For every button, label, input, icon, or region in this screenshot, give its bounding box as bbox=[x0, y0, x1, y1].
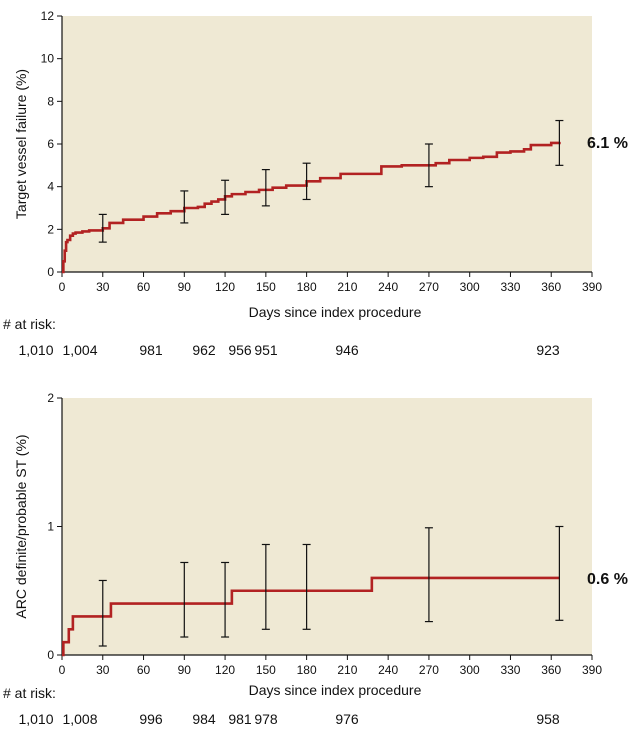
y-tick-label: 2 bbox=[47, 222, 54, 236]
error-bar bbox=[98, 579, 107, 647]
x-tick-label: 330 bbox=[500, 280, 520, 294]
x-tick-label: 120 bbox=[215, 280, 235, 294]
error-bar bbox=[180, 561, 189, 638]
error-bar bbox=[302, 162, 311, 201]
error-bar bbox=[261, 169, 270, 207]
at-risk-count: 962 bbox=[192, 342, 216, 358]
at-risk-heading: # at risk: bbox=[3, 316, 56, 332]
x-tick-label: 360 bbox=[541, 663, 561, 677]
x-tick-label: 240 bbox=[378, 663, 398, 677]
y-axis-label: Target vessel failure (%) bbox=[13, 69, 29, 219]
x-tick-label: 210 bbox=[337, 280, 357, 294]
at-risk-count: 951 bbox=[254, 342, 278, 358]
plot-area bbox=[62, 398, 592, 655]
survival-line bbox=[62, 576, 560, 657]
x-tick-label: 180 bbox=[297, 280, 317, 294]
y-tick-label: 12 bbox=[41, 9, 55, 23]
error-bar bbox=[221, 561, 230, 638]
x-tick-label: 0 bbox=[59, 663, 66, 677]
at-risk-count: 1,010 bbox=[18, 342, 53, 358]
error-bar bbox=[98, 213, 107, 243]
x-tick-label: 60 bbox=[137, 280, 151, 294]
y-axis-label: ARC definite/probable ST (%) bbox=[13, 434, 29, 618]
at-risk-count: 978 bbox=[254, 711, 278, 727]
at-risk-count: 981 bbox=[139, 342, 163, 358]
plot-area bbox=[62, 16, 592, 272]
x-tick-label: 270 bbox=[419, 663, 439, 677]
error-bar bbox=[302, 543, 311, 630]
x-tick-label: 270 bbox=[419, 280, 439, 294]
y-tick-label: 0 bbox=[47, 265, 54, 279]
x-tick-label: 150 bbox=[256, 280, 276, 294]
at-risk-count: 956 bbox=[228, 342, 252, 358]
at-risk-count: 958 bbox=[536, 711, 560, 727]
at-risk-heading: # at risk: bbox=[3, 685, 56, 701]
x-tick-label: 150 bbox=[256, 663, 276, 677]
x-tick-label: 390 bbox=[582, 663, 602, 677]
x-tick-label: 300 bbox=[460, 663, 480, 677]
error-bar bbox=[261, 543, 270, 630]
x-tick-label: 60 bbox=[137, 663, 151, 677]
at-risk-count: 981 bbox=[228, 711, 252, 727]
final-value-label: 6.1 % bbox=[587, 135, 628, 152]
at-risk-count: 996 bbox=[139, 711, 163, 727]
y-tick-label: 6 bbox=[47, 137, 54, 151]
error-bar bbox=[221, 179, 230, 215]
at-risk-count: 1,010 bbox=[18, 711, 53, 727]
at-risk-count: 946 bbox=[335, 342, 359, 358]
y-tick-label: 10 bbox=[41, 52, 55, 66]
at-risk-count: 1,004 bbox=[62, 342, 97, 358]
x-axis-label: Days since index procedure bbox=[249, 682, 422, 698]
at-risk-count: 1,008 bbox=[62, 711, 97, 727]
x-axis-label: Days since index procedure bbox=[249, 304, 422, 320]
final-value-label: 0.6 % bbox=[587, 571, 628, 588]
at-risk-count: 976 bbox=[335, 711, 359, 727]
y-tick-label: 8 bbox=[47, 94, 54, 108]
error-bar bbox=[424, 527, 433, 623]
error-bar bbox=[555, 525, 564, 621]
x-tick-label: 300 bbox=[460, 280, 480, 294]
at-risk-count: 984 bbox=[192, 711, 216, 727]
x-tick-label: 330 bbox=[500, 663, 520, 677]
y-tick-label: 0 bbox=[47, 648, 54, 662]
x-tick-label: 180 bbox=[297, 663, 317, 677]
x-tick-label: 30 bbox=[96, 280, 110, 294]
error-bar bbox=[555, 119, 564, 166]
x-tick-label: 0 bbox=[59, 280, 66, 294]
error-bar bbox=[180, 190, 189, 224]
at-risk-count: 923 bbox=[536, 342, 560, 358]
x-tick-label: 390 bbox=[582, 280, 602, 294]
y-tick-label: 1 bbox=[47, 520, 54, 534]
x-tick-label: 90 bbox=[178, 663, 192, 677]
y-tick-label: 2 bbox=[47, 391, 54, 405]
y-tick-label: 4 bbox=[47, 180, 54, 194]
x-tick-label: 240 bbox=[378, 280, 398, 294]
x-tick-label: 30 bbox=[96, 663, 110, 677]
x-tick-label: 210 bbox=[337, 663, 357, 677]
x-tick-label: 90 bbox=[178, 280, 192, 294]
x-tick-label: 120 bbox=[215, 663, 235, 677]
x-tick-label: 360 bbox=[541, 280, 561, 294]
error-bar bbox=[424, 143, 433, 188]
